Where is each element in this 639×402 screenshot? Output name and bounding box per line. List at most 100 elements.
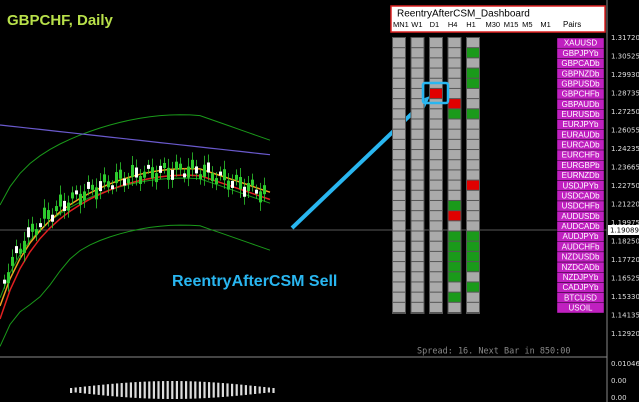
ma-purple xyxy=(0,124,271,156)
histogram-bar xyxy=(74,387,77,393)
signal-cell xyxy=(467,302,479,312)
price-plot xyxy=(0,114,275,399)
signal-cell xyxy=(411,272,424,282)
histogram-bar xyxy=(79,387,82,393)
price-label: 1.14135 xyxy=(611,312,639,320)
signal-cell xyxy=(411,200,424,211)
candle xyxy=(75,190,78,195)
candle xyxy=(223,169,226,181)
pair-label: AUDCADb xyxy=(561,222,600,231)
signal-cell xyxy=(430,58,442,68)
histogram-bar xyxy=(194,381,197,399)
histogram-bar xyxy=(162,381,165,399)
pair-label: USDCHFb xyxy=(562,202,600,211)
timeframe: M5 xyxy=(522,20,532,29)
candle xyxy=(219,171,222,176)
signal-cell xyxy=(467,88,479,99)
price-label: 1.24235 xyxy=(611,145,639,153)
signal-cell xyxy=(467,272,479,282)
price-label: 1.12920 xyxy=(611,330,639,338)
ma-red xyxy=(0,174,271,320)
signal-cell xyxy=(411,88,424,99)
signal-cell xyxy=(467,292,479,302)
pair-cell xyxy=(556,302,605,314)
signal-cell xyxy=(448,190,461,200)
histogram-bar xyxy=(129,382,132,398)
timeframe: MN1 xyxy=(393,20,409,29)
signal-cell xyxy=(393,48,405,58)
signal-cell xyxy=(467,190,479,200)
candle xyxy=(251,179,254,186)
histogram-bar xyxy=(152,381,155,399)
signal-cell xyxy=(467,160,479,170)
pair-label: EURCADb xyxy=(561,141,600,150)
signal-cell xyxy=(411,68,424,78)
price-label: 1.17720 xyxy=(611,256,639,264)
pair-label: GBPUSDb xyxy=(561,79,600,88)
histogram-bar xyxy=(157,381,160,399)
histogram-bar xyxy=(231,383,234,397)
signal-cell xyxy=(393,129,405,139)
price-label: 1.22750 xyxy=(611,182,639,190)
signal-cell xyxy=(411,99,424,109)
signal-cell xyxy=(430,139,442,150)
candle xyxy=(119,169,122,179)
histogram-bar xyxy=(272,388,275,393)
signal-cell xyxy=(448,200,461,211)
signal-cell xyxy=(448,119,461,129)
candle xyxy=(95,187,98,200)
signal-cell xyxy=(393,200,405,211)
signal-cell xyxy=(467,241,479,251)
signal-cell xyxy=(411,190,424,200)
signal-cell xyxy=(393,160,405,170)
signal-cell xyxy=(411,302,424,312)
candle xyxy=(131,164,134,177)
signal-cell xyxy=(411,292,424,302)
signal-cell xyxy=(448,170,461,180)
price-label: 1.28735 xyxy=(611,90,639,98)
signal-cell xyxy=(467,231,479,241)
candle xyxy=(135,167,138,178)
signal-cell xyxy=(430,180,442,190)
pair-label: EURAUDb xyxy=(561,130,600,139)
signal-cell xyxy=(411,211,424,221)
signal-cell xyxy=(430,88,442,99)
signal-cell xyxy=(411,109,424,119)
signal-cell xyxy=(430,221,442,231)
histogram-bar xyxy=(244,385,247,395)
candle xyxy=(215,178,218,185)
pair-label: NZDCADb xyxy=(562,263,600,272)
signal-cell xyxy=(430,170,442,180)
candle xyxy=(87,181,90,189)
candle xyxy=(43,207,46,219)
signal-cell xyxy=(430,282,442,292)
histogram-bar xyxy=(203,381,206,399)
signal-cell xyxy=(467,48,479,58)
candle xyxy=(127,178,130,184)
histogram-bar xyxy=(226,383,229,397)
price-label: 1.15330 xyxy=(611,293,639,301)
signal-cell xyxy=(448,139,461,150)
candle xyxy=(11,256,14,266)
candle xyxy=(67,202,70,211)
candle xyxy=(15,246,18,254)
pair-label: XAUUSD xyxy=(564,39,598,48)
signal-cell xyxy=(430,231,442,241)
signal-cell xyxy=(448,48,461,58)
signal-cell xyxy=(448,129,461,139)
signal-cell xyxy=(393,231,405,241)
timeframe: M1 xyxy=(540,20,550,29)
histogram-bar xyxy=(221,383,224,397)
candle xyxy=(239,177,242,190)
signal-cell xyxy=(393,251,405,262)
signal-cell xyxy=(411,170,424,180)
signal-cell xyxy=(448,251,461,262)
histogram-bar xyxy=(166,381,169,399)
signal-cell xyxy=(448,68,461,78)
histogram-bar xyxy=(134,382,137,398)
candle xyxy=(35,229,38,236)
signal-cell xyxy=(393,68,405,78)
signal-cell xyxy=(393,170,405,180)
candle xyxy=(103,174,106,183)
signal-cell xyxy=(393,139,405,150)
